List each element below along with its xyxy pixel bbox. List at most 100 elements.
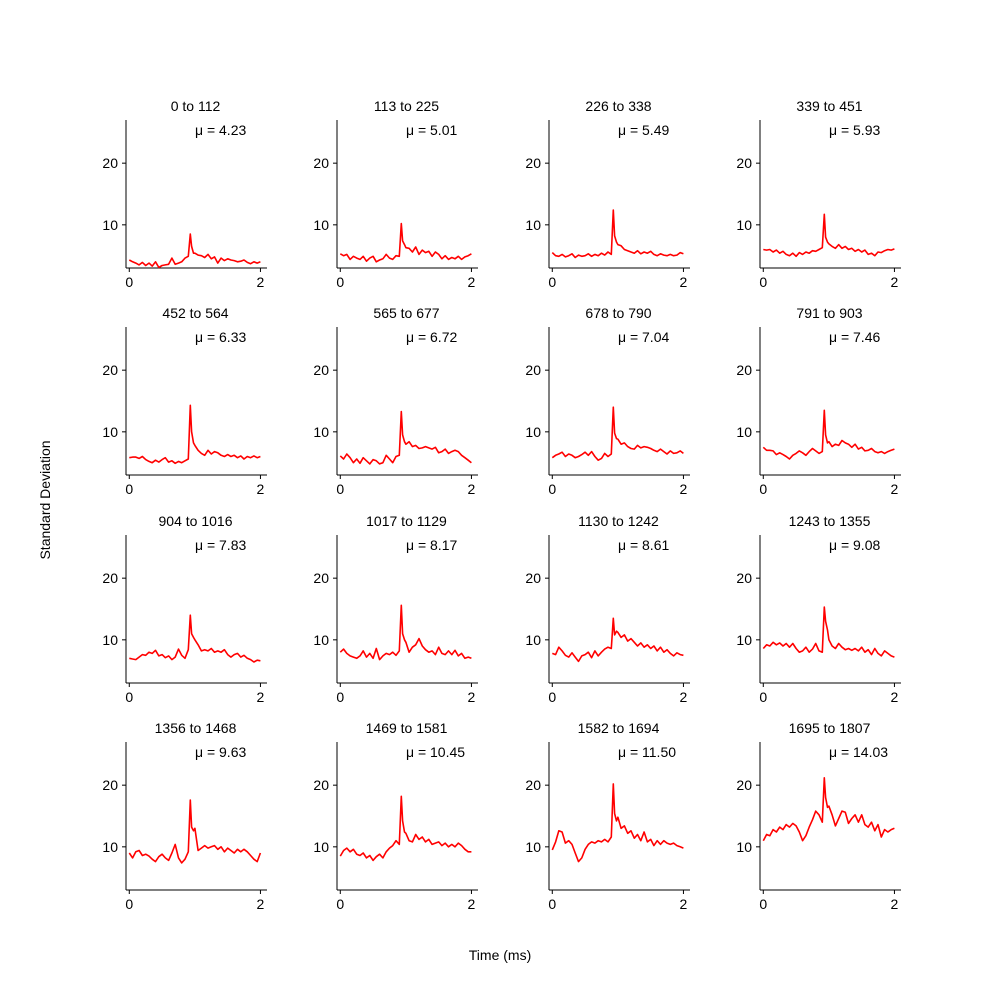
x-tick-label: 2 xyxy=(257,481,265,497)
x-tick-label: 0 xyxy=(125,896,133,912)
mean-annotation: μ = 9.08 xyxy=(829,537,880,553)
mean-annotation: μ = 6.72 xyxy=(406,329,457,345)
std-dev-line xyxy=(339,410,472,465)
x-tick-label: 2 xyxy=(680,274,688,290)
subplot-7: 678 to 790 μ = 7.04 0 2 10 20 xyxy=(525,305,690,497)
std-dev-line xyxy=(762,777,895,842)
y-tick-label: 20 xyxy=(102,155,118,171)
subplot-11: 1130 to 1242 μ = 8.61 0 2 10 20 xyxy=(525,513,690,705)
subplot-14: 1469 to 1581 μ = 10.45 0 2 10 20 xyxy=(313,720,478,912)
std-dev-line xyxy=(339,222,472,263)
subplot-title: 1130 to 1242 xyxy=(578,513,659,529)
x-tick-label: 0 xyxy=(336,274,344,290)
x-tick-label: 0 xyxy=(548,689,556,705)
x-tick-label: 2 xyxy=(468,896,476,912)
x-tick-label: 0 xyxy=(548,896,556,912)
y-tick-label: 20 xyxy=(313,155,329,171)
x-tick-label: 2 xyxy=(468,481,476,497)
subplot-title: 1017 to 1129 xyxy=(366,513,447,529)
subplot-4: 339 to 451 μ = 5.93 0 2 10 20 xyxy=(736,98,901,290)
x-tick-label: 0 xyxy=(125,274,133,290)
y-tick-label: 20 xyxy=(313,777,329,793)
subplot-title: 452 to 564 xyxy=(162,305,228,321)
x-tick-label: 2 xyxy=(257,896,265,912)
y-tick-label: 20 xyxy=(525,155,541,171)
x-tick-label: 0 xyxy=(336,689,344,705)
std-dev-line xyxy=(129,404,261,465)
y-tick-label: 20 xyxy=(313,362,329,378)
x-tick-label: 2 xyxy=(468,689,476,705)
mean-annotation: μ = 4.23 xyxy=(195,122,246,138)
std-dev-line xyxy=(128,799,262,864)
mean-annotation: μ = 8.17 xyxy=(406,537,457,553)
std-dev-line xyxy=(551,209,684,259)
x-tick-label: 2 xyxy=(680,896,688,912)
subplot-title: 565 to 677 xyxy=(373,305,439,321)
y-tick-label: 10 xyxy=(525,217,541,233)
subplot-6: 565 to 677 μ = 6.72 0 2 10 20 xyxy=(313,305,478,497)
y-tick-label: 20 xyxy=(525,362,541,378)
mean-annotation: μ = 7.04 xyxy=(618,329,669,345)
y-tick-label: 10 xyxy=(313,839,329,855)
subplot-title: 1356 to 1468 xyxy=(155,720,237,736)
std-dev-line xyxy=(128,233,261,269)
subplot-title: 0 to 112 xyxy=(171,98,221,114)
subplot-13: 1356 to 1468 μ = 9.63 0 2 10 20 xyxy=(102,720,267,912)
x-tick-label: 0 xyxy=(125,481,133,497)
std-dev-line xyxy=(551,406,684,461)
y-tick-label: 20 xyxy=(525,777,541,793)
y-tick-label: 10 xyxy=(736,632,752,648)
std-dev-line xyxy=(339,795,472,862)
x-tick-label: 0 xyxy=(336,896,344,912)
x-tick-label: 0 xyxy=(759,274,767,290)
x-tick-label: 2 xyxy=(468,274,476,290)
subplot-title: 1469 to 1581 xyxy=(366,720,448,736)
y-tick-label: 20 xyxy=(102,570,118,586)
y-tick-label: 20 xyxy=(736,777,752,793)
std-dev-line xyxy=(762,606,895,658)
y-tick-label: 10 xyxy=(525,632,541,648)
y-tick-label: 20 xyxy=(736,155,752,171)
y-tick-label: 20 xyxy=(736,362,752,378)
y-tick-label: 10 xyxy=(313,424,329,440)
x-tick-label: 2 xyxy=(680,689,688,705)
mean-annotation: μ = 8.61 xyxy=(618,537,669,553)
subplot-title: 904 to 1016 xyxy=(159,513,233,529)
subplot-3: 226 to 338 μ = 5.49 0 2 10 20 xyxy=(525,98,690,290)
subplot-15: 1582 to 1694 μ = 11.50 0 2 10 20 xyxy=(525,720,690,912)
subplot-title: 339 to 451 xyxy=(796,98,862,114)
subplot-title: 791 to 903 xyxy=(796,305,862,321)
subplot-10: 1017 to 1129 μ = 8.17 0 2 10 20 xyxy=(313,513,478,705)
x-tick-label: 0 xyxy=(548,481,556,497)
std-dev-line xyxy=(552,617,684,663)
std-dev-line xyxy=(551,783,684,863)
x-tick-label: 2 xyxy=(891,896,899,912)
y-tick-label: 10 xyxy=(525,839,541,855)
subplot-title: 226 to 338 xyxy=(585,98,651,114)
x-tick-label: 0 xyxy=(759,896,767,912)
mean-annotation: μ = 5.49 xyxy=(618,122,669,138)
y-tick-label: 20 xyxy=(313,570,329,586)
mean-annotation: μ = 5.01 xyxy=(406,122,457,138)
x-tick-label: 2 xyxy=(680,481,688,497)
mean-annotation: μ = 6.33 xyxy=(195,329,246,345)
std-dev-line xyxy=(762,409,895,460)
y-tick-label: 10 xyxy=(736,424,752,440)
mean-annotation: μ = 7.83 xyxy=(195,537,246,553)
std-dev-line xyxy=(129,614,261,663)
subplot-title: 1695 to 1807 xyxy=(789,720,871,736)
x-tick-label: 2 xyxy=(891,689,899,705)
subplot-8: 791 to 903 μ = 7.46 0 2 10 20 xyxy=(736,305,901,497)
y-tick-label: 10 xyxy=(736,839,752,855)
y-tick-label: 10 xyxy=(313,632,329,648)
x-tick-label: 0 xyxy=(759,689,767,705)
mean-annotation: μ = 9.63 xyxy=(195,744,246,760)
subplot-12: 1243 to 1355 μ = 9.08 0 2 10 20 xyxy=(736,513,901,705)
x-tick-label: 0 xyxy=(125,689,133,705)
y-axis-label: Standard Deviation xyxy=(37,440,53,559)
x-tick-label: 0 xyxy=(548,274,556,290)
subplot-1: 0 to 112 μ = 4.23 0 2 10 20 xyxy=(102,98,267,290)
mean-annotation: μ = 5.93 xyxy=(829,122,880,138)
